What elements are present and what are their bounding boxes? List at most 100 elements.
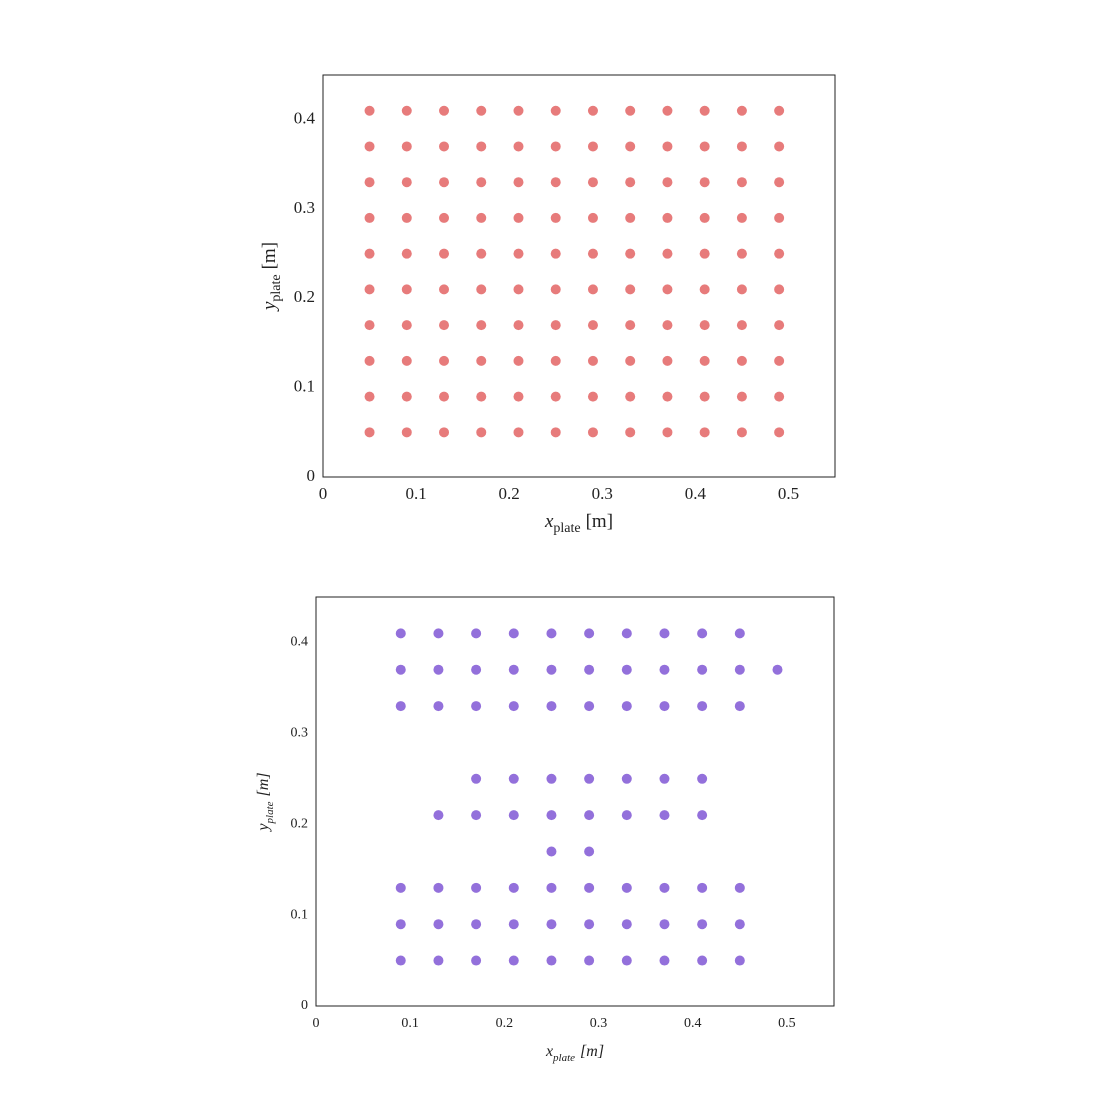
label-subscript: plate: [552, 1052, 575, 1064]
point: [697, 628, 708, 639]
point: [439, 141, 450, 152]
point: [659, 664, 670, 675]
point: [471, 773, 482, 784]
point: [546, 628, 557, 639]
y-tick-label: 0.3: [294, 198, 315, 217]
point: [508, 810, 519, 821]
label-unit: [m]: [255, 772, 272, 796]
point: [699, 248, 710, 259]
point: [439, 320, 450, 331]
point: [584, 628, 595, 639]
y-tick-label: 0.1: [291, 907, 309, 922]
label-symbol: y: [255, 823, 272, 833]
point: [476, 177, 487, 188]
point: [471, 701, 482, 712]
point: [546, 810, 557, 821]
point: [659, 701, 670, 712]
point: [508, 664, 519, 675]
point: [401, 320, 412, 331]
point: [508, 955, 519, 966]
point: [736, 177, 747, 188]
point: [401, 284, 412, 295]
point: [774, 212, 785, 223]
y-tick-label: 0: [307, 466, 316, 485]
point: [774, 141, 785, 152]
point: [662, 105, 673, 116]
point: [587, 355, 598, 366]
point: [550, 141, 561, 152]
point: [476, 391, 487, 402]
point: [401, 355, 412, 366]
point: [550, 355, 561, 366]
label-unit: [m]: [586, 511, 613, 532]
point: [401, 105, 412, 116]
y-tick-label: 0: [301, 998, 308, 1013]
axis-label: yplate [m]: [255, 772, 276, 832]
point: [734, 701, 745, 712]
point: [699, 105, 710, 116]
label-subscript: plate: [553, 521, 580, 536]
point: [546, 773, 557, 784]
point: [395, 628, 406, 639]
label-symbol: x: [544, 511, 554, 532]
point: [662, 320, 673, 331]
label-subscript: plate: [264, 801, 276, 824]
label-symbol: y: [259, 301, 280, 312]
axis-label: yplate [m]: [259, 242, 284, 312]
point: [550, 427, 561, 438]
point: [546, 846, 557, 857]
point: [508, 773, 519, 784]
point: [736, 391, 747, 402]
point: [625, 141, 636, 152]
point: [439, 284, 450, 295]
point: [662, 391, 673, 402]
point: [395, 919, 406, 930]
point: [697, 955, 708, 966]
point: [659, 628, 670, 639]
point: [550, 391, 561, 402]
point: [433, 628, 444, 639]
point: [625, 355, 636, 366]
point: [699, 212, 710, 223]
point: [774, 391, 785, 402]
point: [774, 355, 785, 366]
point: [508, 882, 519, 893]
point: [625, 248, 636, 259]
plot-frame: [322, 74, 836, 478]
point: [513, 105, 524, 116]
point: [736, 284, 747, 295]
point: [662, 212, 673, 223]
point: [584, 701, 595, 712]
point: [364, 177, 375, 188]
point: [625, 284, 636, 295]
point: [584, 773, 595, 784]
point: [433, 664, 444, 675]
point: [662, 284, 673, 295]
point: [550, 105, 561, 116]
point: [471, 919, 482, 930]
point: [508, 919, 519, 930]
point: [476, 141, 487, 152]
point: [621, 955, 632, 966]
point: [401, 427, 412, 438]
point: [734, 955, 745, 966]
point: [587, 212, 598, 223]
point: [587, 391, 598, 402]
point: [471, 810, 482, 821]
point: [774, 284, 785, 295]
plot-frame: [315, 596, 835, 1007]
x-tick-label: 0.3: [590, 1016, 608, 1031]
point: [662, 177, 673, 188]
point: [433, 955, 444, 966]
point: [774, 177, 785, 188]
point: [401, 141, 412, 152]
point: [433, 810, 444, 821]
point: [659, 955, 670, 966]
x-tick-label: 0: [319, 484, 328, 503]
point: [513, 212, 524, 223]
point: [625, 212, 636, 223]
point: [697, 773, 708, 784]
point: [508, 701, 519, 712]
point: [513, 391, 524, 402]
